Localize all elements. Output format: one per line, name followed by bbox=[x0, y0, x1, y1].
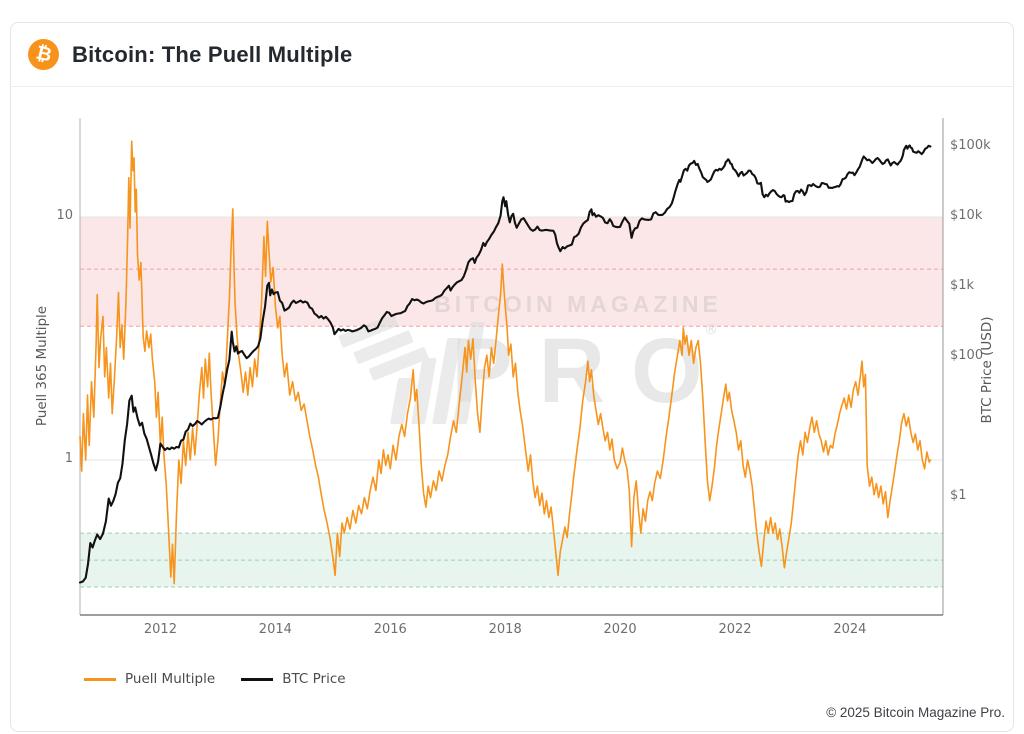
legend-item-btc-price[interactable]: BTC Price bbox=[241, 671, 346, 687]
chart-legend: Puell Multiple BTC Price bbox=[84, 669, 346, 689]
bitcoin-logo-icon: ₿ bbox=[28, 39, 59, 70]
copyright-notice: © 2025 Bitcoin Magazine Pro. bbox=[826, 705, 1005, 720]
legend-item-puell-multiple[interactable]: Puell Multiple bbox=[84, 671, 215, 687]
y-axis-right-title: BTC Price (USD) bbox=[979, 316, 995, 424]
bitcoin-b-glyph: ₿ bbox=[33, 41, 54, 67]
chart-card: ₿ Bitcoin: The Puell Multiple bbox=[10, 22, 1014, 732]
page-title: Bitcoin: The Puell Multiple bbox=[72, 41, 353, 67]
legend-label-puell-multiple: Puell Multiple bbox=[125, 671, 216, 687]
y-axis-left-title: Puell 365 Multiple bbox=[34, 305, 50, 427]
btc-price-line-swatch bbox=[241, 677, 274, 681]
puell-multiple-line-swatch bbox=[84, 677, 116, 681]
legend-label-btc-price: BTC Price bbox=[282, 671, 346, 687]
chart-header: ₿ Bitcoin: The Puell Multiple bbox=[11, 23, 1013, 87]
